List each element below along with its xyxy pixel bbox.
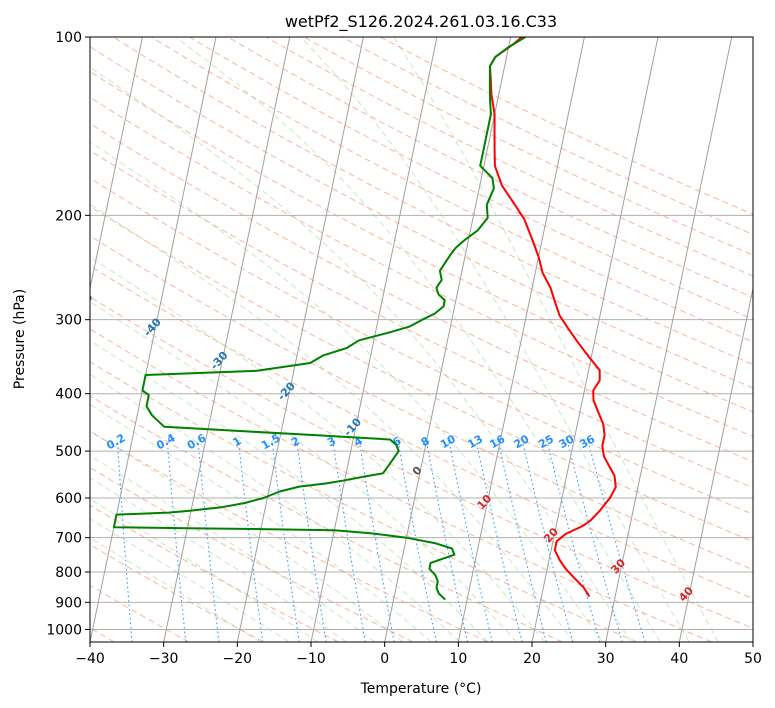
dry-adiabat-label: -60 (10, 235, 33, 259)
x-tick-label: 40 (670, 651, 688, 667)
dry-adiabat-lines (90, 37, 753, 642)
chart-title: wetPf2_S126.2024.261.03.16.C33 (285, 12, 557, 32)
moist-adiabat-line (300, 37, 690, 642)
x-axis-label: Temperature (°C) (360, 681, 482, 697)
y-tick-label: 900 (55, 595, 82, 611)
dry-adiabat-line (90, 504, 339, 642)
x-tick-label: 20 (523, 651, 541, 667)
dry-adiabat-line (90, 584, 190, 642)
pressure-gridlines (90, 37, 753, 630)
y-tick-label: 300 (55, 313, 82, 329)
moist-adiabat-line (90, 141, 603, 642)
y-tick-label: 600 (55, 491, 82, 507)
y-tick-label: 400 (55, 387, 82, 403)
moist-adiabat-line (90, 301, 517, 642)
x-tick-label: 50 (744, 651, 762, 667)
isotherm-line (531, 37, 659, 642)
dry-adiabat-line (90, 467, 414, 642)
isotherm-line (457, 37, 585, 642)
dry-adiabat-line (112, 37, 753, 366)
y-tick-label: 1000 (46, 622, 82, 638)
dry-adiabat-line (189, 37, 753, 320)
dry-adiabat-line (90, 328, 712, 642)
x-tick-label: 30 (597, 651, 615, 667)
x-tick-label: −10 (296, 651, 326, 667)
isotherm-line (384, 37, 512, 642)
isotherm-line (678, 285, 753, 642)
mixing-ratio-line (425, 440, 468, 642)
y-tick-label: 100 (55, 30, 82, 46)
dry-adiabat-line (90, 205, 753, 543)
moist-adiabat-line (393, 37, 719, 642)
mixing-ratio-line (166, 440, 187, 642)
x-axis-ticks: −40 −30 −20 −10 0 10 20 30 40 50 (75, 642, 762, 667)
moist-adiabat-line (90, 66, 632, 642)
mixing-ratio-line (296, 440, 327, 642)
profile-series (112, 37, 617, 601)
mixing-ratio-line (117, 440, 133, 642)
moist-adiabat-line (174, 37, 661, 642)
moist-adiabat-line (90, 537, 261, 642)
dry-adiabat-line (90, 296, 753, 629)
y-tick-label: 500 (55, 444, 82, 460)
moist-adiabat-line (90, 403, 432, 642)
dry-adiabat-line (90, 177, 753, 515)
isotherm-line (0, 37, 69, 642)
dry-adiabat-line (90, 361, 638, 642)
dry-adiabat-label: -50 (72, 290, 95, 314)
profile-series-line (112, 37, 526, 601)
dry-adiabat-line (90, 96, 753, 438)
moist-adiabat-line (90, 430, 404, 642)
isotherm-line (310, 37, 438, 642)
y-axis-ticks: 100 200 300 400 500 600 700 800 900 1000 (46, 30, 90, 638)
plot-frame (89, 36, 754, 643)
profile-series-line (488, 37, 617, 598)
dry-adiabat-line (227, 37, 753, 298)
dry-adiabat-line (90, 265, 753, 600)
mixing-ratio-line (197, 440, 220, 642)
moist-adiabat-line (90, 256, 546, 642)
x-tick-label: 0 (380, 651, 389, 667)
dry-adiabat-line (90, 123, 753, 463)
moist-adiabat-line (90, 477, 347, 642)
mixing-ratio-line (271, 440, 300, 642)
plot-background (90, 37, 753, 642)
x-tick-label: −20 (223, 651, 253, 667)
x-tick-label: −40 (75, 651, 105, 667)
x-tick-label: 10 (449, 651, 467, 667)
y-axis-label: Pressure (hPa) (12, 289, 28, 389)
isotherm-line (90, 37, 217, 642)
y-tick-label: 800 (55, 565, 82, 581)
isotherm-lines (0, 37, 753, 642)
dry-adiabat-line (90, 46, 753, 389)
isotherm-line (605, 37, 733, 642)
dry-adiabat-line (90, 395, 563, 642)
isotherm-line (163, 37, 291, 642)
x-tick-label: −30 (149, 651, 179, 667)
y-tick-label: 700 (55, 531, 82, 547)
isotherm-line (752, 639, 753, 642)
moist-adiabat-line (90, 454, 376, 642)
isotherm-line (236, 37, 364, 642)
isotherm-line (90, 37, 143, 291)
mixing-ratio-line (448, 440, 493, 642)
mixing-ratio-line (397, 440, 437, 642)
y-tick-label: 200 (55, 208, 82, 224)
moist-adiabat-line (90, 373, 461, 642)
